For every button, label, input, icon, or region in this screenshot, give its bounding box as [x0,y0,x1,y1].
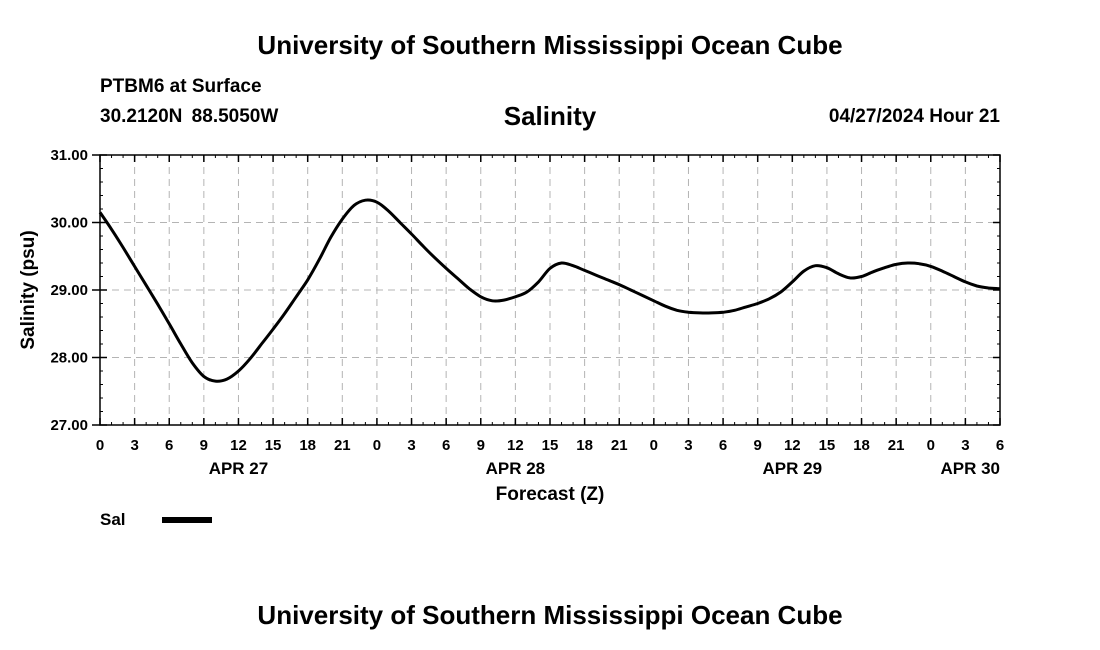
x-tick-label: 15 [819,437,836,454]
x-tick-label: 15 [542,437,559,454]
x-tick-label: 12 [230,437,247,454]
x-tick-label: 0 [650,437,658,454]
station-label: PTBM6 at Surface [100,76,262,97]
x-tick-label: 3 [961,437,969,454]
x-tick-label: 21 [611,437,628,454]
x-tick-label: 3 [407,437,415,454]
x-tick-label: 9 [477,437,485,454]
axis-labels: 0 3 6 9 12 15 18 21 0 3 6 9 12 15 18 21 0 3 6 9 12 15 18 21 0 3 6 2… [50,147,1004,478]
x-tick-label: 3 [684,437,692,454]
series-line-sal [98,198,1001,383]
y-tick-label: 27.00 [50,417,88,434]
x-tick-label: 21 [888,437,905,454]
chart-title: Salinity [503,101,597,131]
y-axis-title: Salinity (psu) [18,230,39,349]
y-tick-label: 30.00 [50,215,88,232]
main-title: University of Southern Mississippi Ocean… [257,30,843,60]
x-tick-label: 6 [719,437,727,454]
y-tick-label: 29.00 [50,282,88,299]
y-tick-label: 31.00 [50,147,88,164]
x-tick-label: 3 [130,437,138,454]
x-tick-label: 6 [996,437,1004,454]
plot-frame [99,154,1001,426]
x-tick-label: 9 [200,437,208,454]
x-tick-label: 18 [576,437,593,454]
legend-label: Sal [100,510,126,529]
x-tick-label: 6 [442,437,450,454]
x-tick-label: 18 [853,437,870,454]
x-tick-label: 0 [96,437,104,454]
x-tick-label: 12 [784,437,801,454]
series-layer [98,198,1001,383]
x-tick-label: 15 [265,437,282,454]
x-tick-label: 18 [299,437,316,454]
x-axis-title: Forecast (Z) [496,484,605,505]
x-tick-label: 21 [334,437,351,454]
timestamp-label: 04/27/2024 Hour 21 [828,106,1000,127]
x-tick-label: 6 [165,437,173,454]
x-tick-label: 0 [373,437,381,454]
date-label: APR 27 [209,459,269,478]
date-label: APR 30 [940,459,1000,478]
x-tick-label: 0 [927,437,935,454]
date-label: APR 29 [763,459,823,478]
grid [100,155,1000,425]
x-tick-label: 12 [507,437,524,454]
y-tick-label: 28.00 [50,350,88,367]
date-label: APR 28 [486,459,546,478]
footer-title: University of Southern Mississippi Ocean… [257,600,843,630]
x-tick-label: 9 [754,437,762,454]
coordinates-label: 30.2120N 88.5050W [100,106,279,127]
